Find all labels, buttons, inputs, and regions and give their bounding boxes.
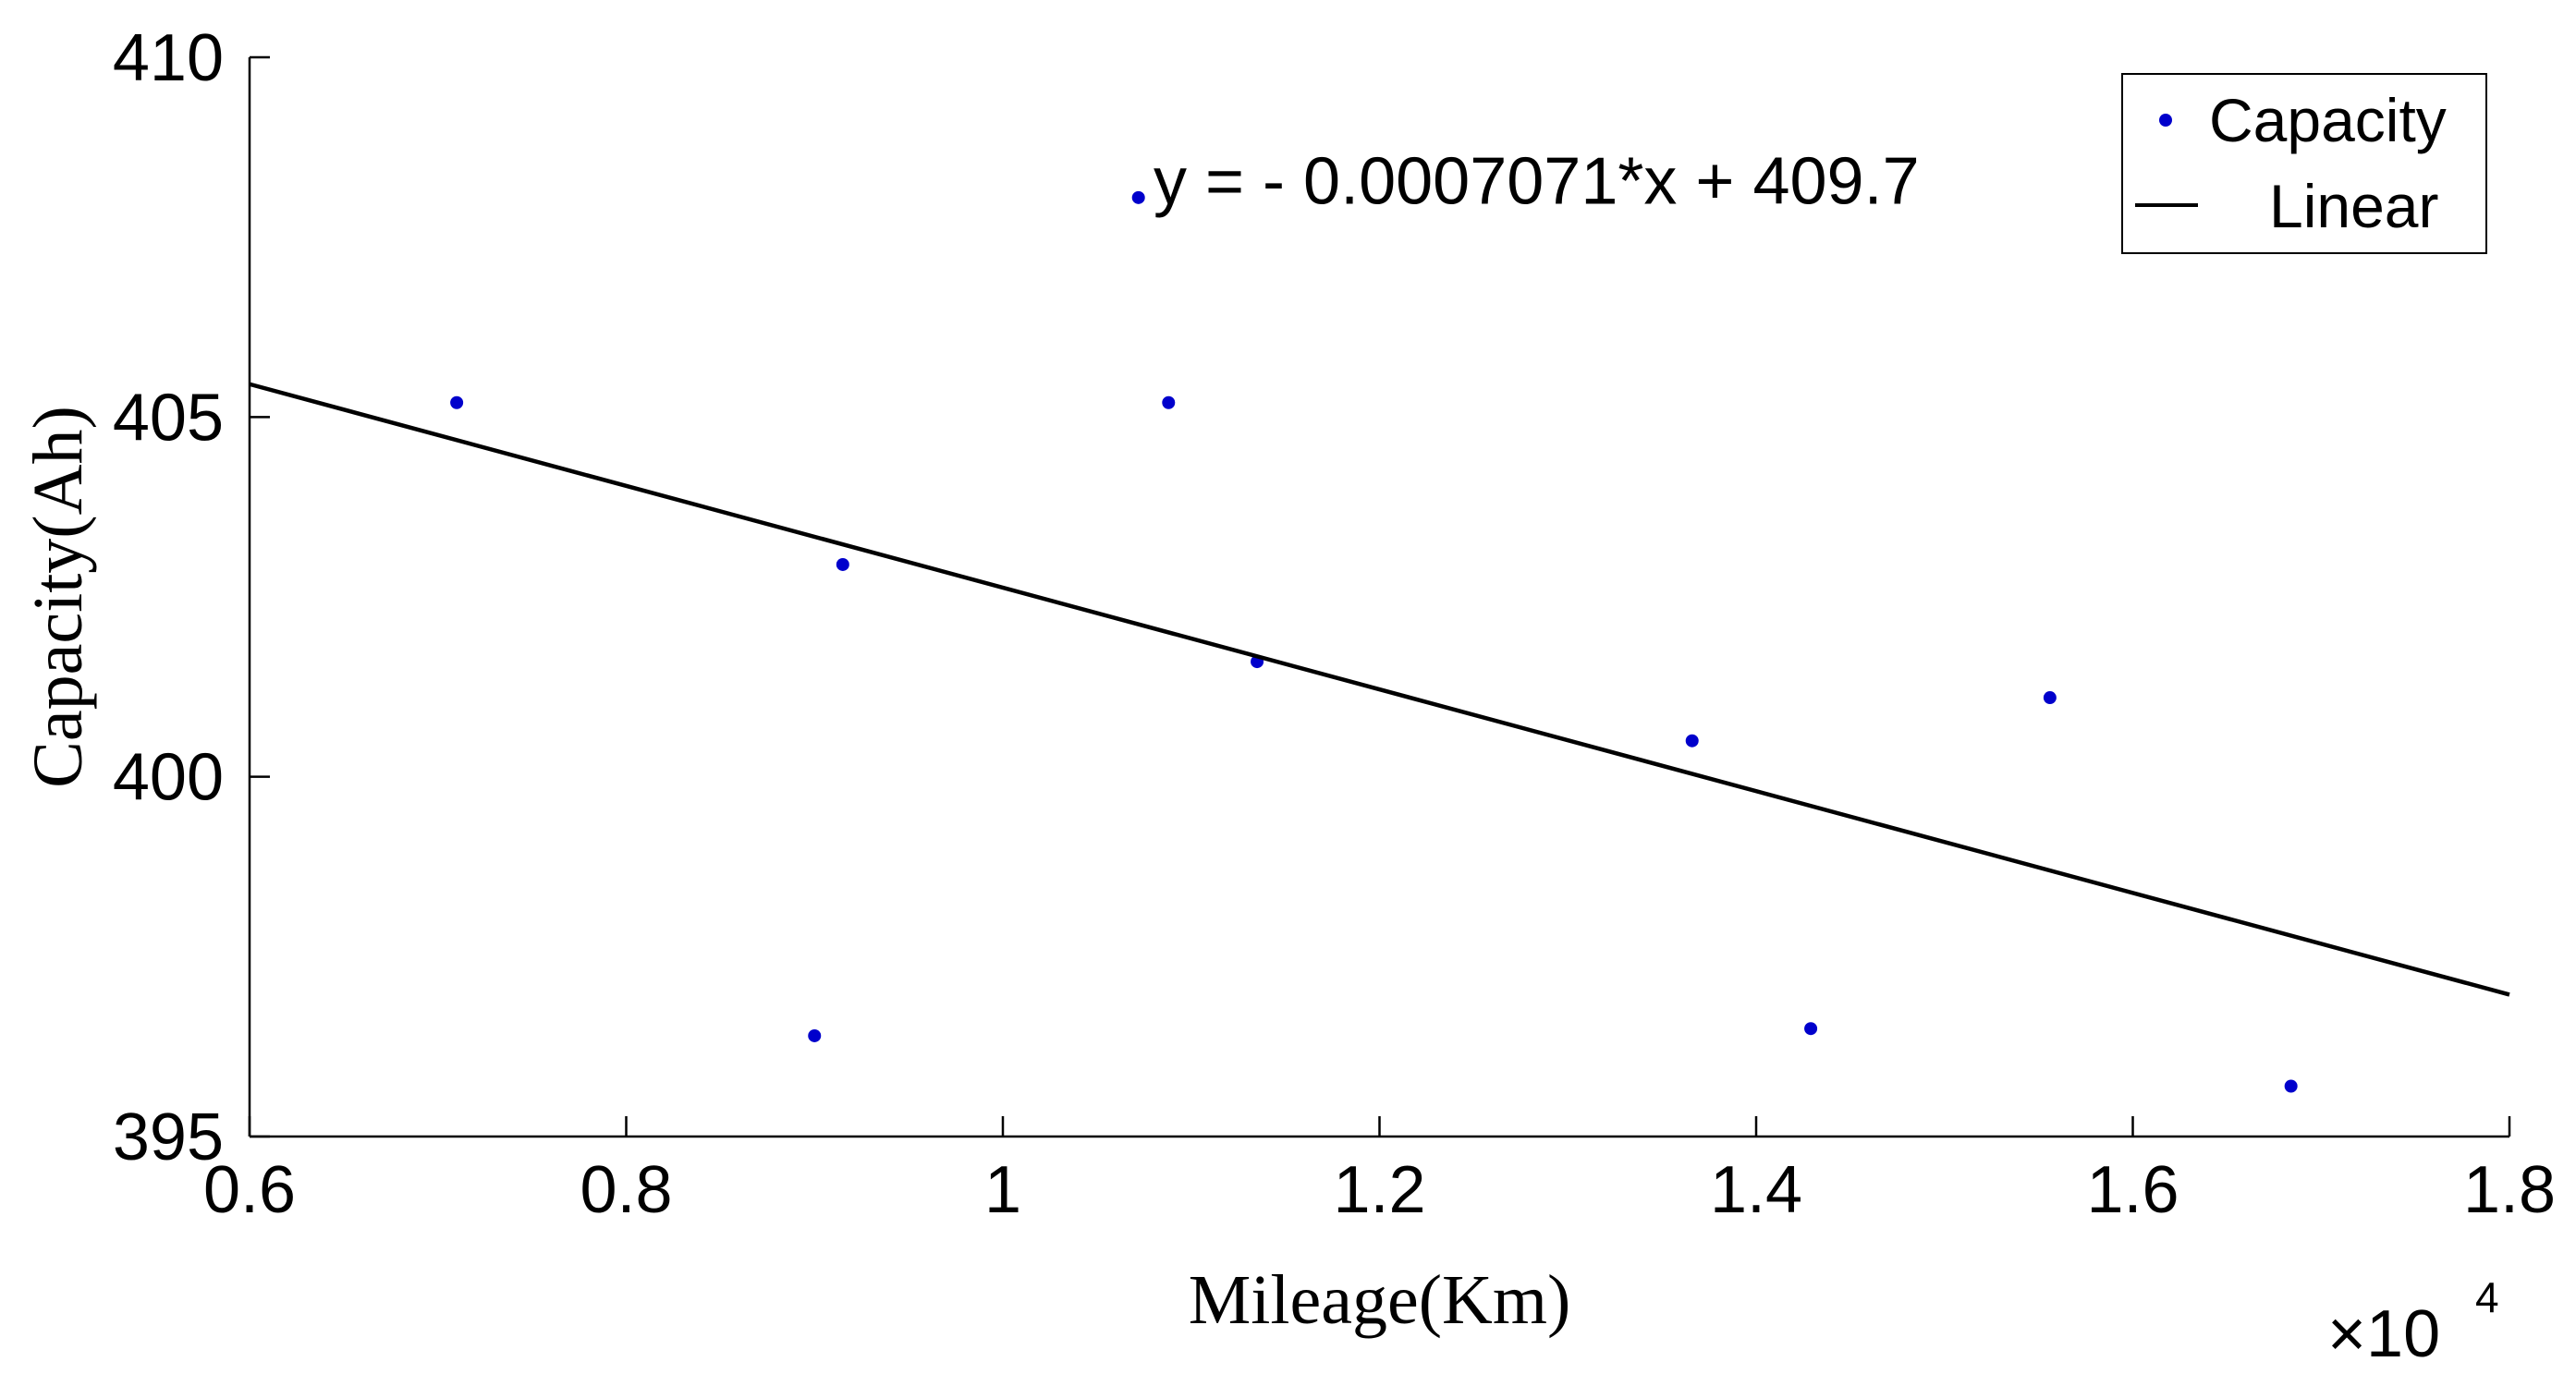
- data-point-capacity: [1804, 1022, 1818, 1036]
- x-tick-label: 0.6: [203, 1153, 296, 1227]
- legend-label-capacity: Capacity: [2209, 86, 2447, 154]
- fit-equation-annotation: y = - 0.0007071*x + 409.7: [1154, 144, 1920, 218]
- data-point-capacity: [1685, 734, 1699, 748]
- legend: Capacity Linear: [2121, 73, 2487, 254]
- data-point-capacity: [2284, 1079, 2298, 1093]
- x-axis-multiplier-exponent: 4: [2475, 1273, 2499, 1321]
- data-point-capacity: [2043, 691, 2057, 705]
- series-layer: [249, 190, 2510, 1093]
- data-point-capacity: [808, 1028, 822, 1042]
- fit-line-linear: [249, 382, 2510, 997]
- y-axis-label: Capacity(Ah): [19, 406, 97, 788]
- legend-marker-capacity: [2159, 114, 2172, 127]
- y-tick-label: 405: [113, 381, 224, 455]
- x-tick-label: 1: [984, 1153, 1021, 1227]
- data-point-capacity: [450, 395, 464, 409]
- data-point-capacity: [836, 557, 849, 571]
- x-tick-label: 1.2: [1333, 1153, 1425, 1227]
- x-axis-multiplier: ×10: [2327, 1297, 2440, 1371]
- axes: 0.6 0.8 1 1.2 1.4 1.6 1.8 395 400 405 410: [113, 21, 2556, 1227]
- x-tick-label: 0.8: [580, 1153, 672, 1227]
- y-tick-label: 395: [113, 1100, 224, 1174]
- x-tick-label: 1.6: [2086, 1153, 2179, 1227]
- data-point-capacity: [1162, 395, 1176, 409]
- y-tick-label: 400: [113, 741, 224, 815]
- legend-label-linear: Linear: [2269, 172, 2438, 240]
- y-tick-label: 410: [113, 21, 224, 95]
- x-tick-label: 1.4: [1710, 1153, 1802, 1227]
- data-point-capacity: [1131, 190, 1145, 204]
- x-tick-label: 1.8: [2463, 1153, 2556, 1227]
- x-axis-label: Mileage(Km): [1189, 1261, 1571, 1339]
- legend-box: [2121, 73, 2487, 254]
